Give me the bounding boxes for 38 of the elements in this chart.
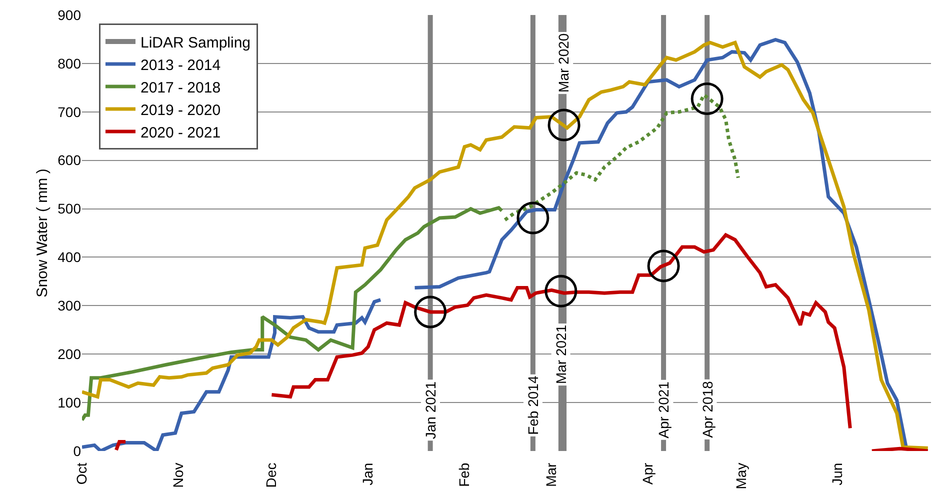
y-tick-label: 100 [58,394,82,410]
y-tick-label: 600 [58,152,82,168]
y-tick-label: 200 [58,346,82,362]
legend-label: 2019 - 2020 [140,102,221,119]
point [516,202,550,234]
legend-label: LiDAR Sampling [140,34,251,52]
legend-label: 2017 - 2018 [140,79,221,96]
y-tick-label: 700 [58,104,82,120]
annotation: Mar 2020 [556,33,572,92]
point [544,274,578,308]
annotation: Jan 2021 [422,381,438,440]
annotation: Mar 2021 [552,324,569,384]
y-tick-label: 400 [58,249,82,266]
legend-label: 2013 - 2014 [140,56,221,74]
y-tick-label: 500 [58,200,82,217]
point [414,296,447,328]
y-tick-label: 0 [73,442,82,459]
annotation: Feb 2014 [524,376,541,435]
x-tick-label: Nov [170,462,186,488]
x-tick-label: Jun [829,462,846,486]
x-tick-label: Oct [74,462,90,485]
x-tick-label: May [732,462,749,490]
y-tick-label: 900 [58,6,82,23]
legend-label: 2020 - 2021 [140,124,221,142]
annotation: Apr 2018 [699,380,716,438]
x-tick-label: Dec [263,462,280,488]
x-tick-label: Apr [640,462,656,485]
x-tick-label: Mar [543,462,560,487]
annotation: Apr 2021 [656,381,672,438]
x-tick-label: Jan [360,462,376,486]
y-tick-label: 300 [58,298,82,314]
line-series [503,93,740,222]
point [548,108,580,142]
y-axis-title: Snow Water ( mm ) [34,168,51,298]
point [647,250,680,282]
x-tick-label: Feb [456,462,472,487]
y-tick-label: 800 [58,55,82,72]
point [690,82,724,116]
